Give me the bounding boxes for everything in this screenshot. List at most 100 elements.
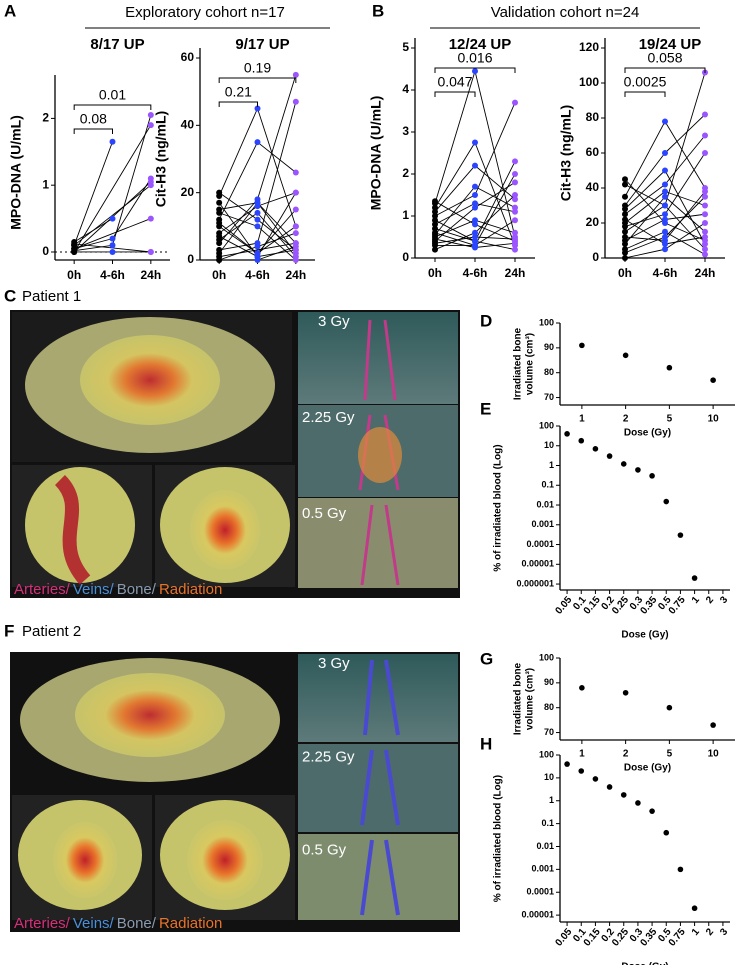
render-3d [298,498,458,588]
y-axis-label: Cit-H3 (ng/mL) [558,105,574,201]
x-tick-label: 2 [704,926,716,938]
subject-line [434,238,476,248]
y-axis-label: Cit-H3 (ng/mL) [153,111,169,207]
y-tick-label: 1 [549,460,554,470]
significance-bracket [73,128,113,134]
data-point [147,122,154,129]
data-point [292,98,299,105]
data-point [109,248,116,255]
x-tick-label: 4-6h [245,268,270,282]
dose-label: 3 Gy [318,655,350,672]
data-point [254,209,261,216]
data-point [147,182,154,189]
x-tick-label: 0.75 [667,926,688,948]
y-axis-label: MPO-DNA (U/mL) [368,96,384,211]
y-axis-label: volume (cm³) [525,333,536,395]
subject-line [218,192,258,220]
data-point [649,473,655,479]
data-point [216,219,223,226]
data-point [472,192,478,198]
y-tick-label: 3 [402,124,409,138]
subject-line [434,194,476,217]
data-point [254,216,261,223]
chart-title: 12/24 UP [449,36,512,53]
y-tick-label: 0 [187,252,194,266]
data-point [512,158,518,165]
y-tick-label: 5 [402,40,409,54]
data-point [702,111,708,118]
y-axis-label: volume (cm³) [525,668,536,730]
data-point [254,257,261,263]
subject-line [257,192,297,257]
data-point [662,211,668,218]
panel-label: D [480,311,492,330]
y-tick-label: 40 [181,118,195,132]
data-point [702,246,708,253]
y-axis-label: % of irradiated blood (Log) [493,775,504,902]
subject-line [624,231,666,250]
data-point [472,221,478,228]
subject-line [664,170,706,245]
x-tick-label: 5 [667,749,673,760]
y-tick-label: 70 [544,392,554,402]
data-point [622,689,629,696]
data-point [512,217,518,224]
y-tick-label: 100 [539,317,554,327]
data-point [472,200,478,207]
data-point [578,437,585,444]
data-point [292,223,299,230]
data-point [292,230,299,237]
cohort-title: Validation cohort n=24 [491,4,640,21]
x-tick-label: 1 [690,594,702,606]
subject-line [474,142,516,246]
data-point [432,213,438,219]
x-tick-label: 3 [718,926,730,938]
data-point [432,231,438,238]
x-tick-label: 10 [708,749,720,760]
significance-bracket [73,104,152,110]
data-point [432,204,438,211]
subject-line [219,242,296,258]
data-point [71,240,78,247]
data-point [432,246,438,253]
data-point [109,235,116,242]
data-point [702,251,708,258]
data-point [254,139,261,146]
data-point [216,257,223,263]
y-tick-label: 1 [402,208,409,222]
subject-line [474,102,516,196]
subject-line [474,173,516,246]
significance-bracket [218,101,258,107]
subject-line [73,141,113,246]
subject-line [624,178,666,224]
x-tick-label: 1 [579,414,585,425]
subject-line [664,121,706,189]
subject-line [434,200,476,225]
y-tick-label: 60 [181,50,195,64]
subject-line [474,182,516,208]
subject-line [257,101,297,244]
significance-bracket [624,67,706,73]
subject-line [664,72,706,206]
panel-label: A [4,1,16,20]
subject-line [434,232,476,246]
legend-entry: Bone/ [117,915,157,932]
dose-label: 3 Gy [318,313,350,330]
subject-line [664,196,706,238]
data-point [702,202,708,209]
data-point [512,99,518,106]
subject-line [474,202,516,213]
x-tick-label: 2 [623,749,629,760]
data-point [432,217,438,224]
render-3d [298,654,458,742]
y-axis-label: Irradiated bone [513,327,524,400]
data-point [662,228,668,235]
panel-label: E [480,399,491,418]
y-tick-label: 80 [586,110,600,124]
data-point [254,250,261,257]
panel-label: G [480,649,493,668]
y-tick-label: 120 [579,40,599,54]
significance-bracket [434,91,476,97]
chart-title: 19/24 UP [639,36,702,53]
x-tick-label: 24h [505,266,526,280]
